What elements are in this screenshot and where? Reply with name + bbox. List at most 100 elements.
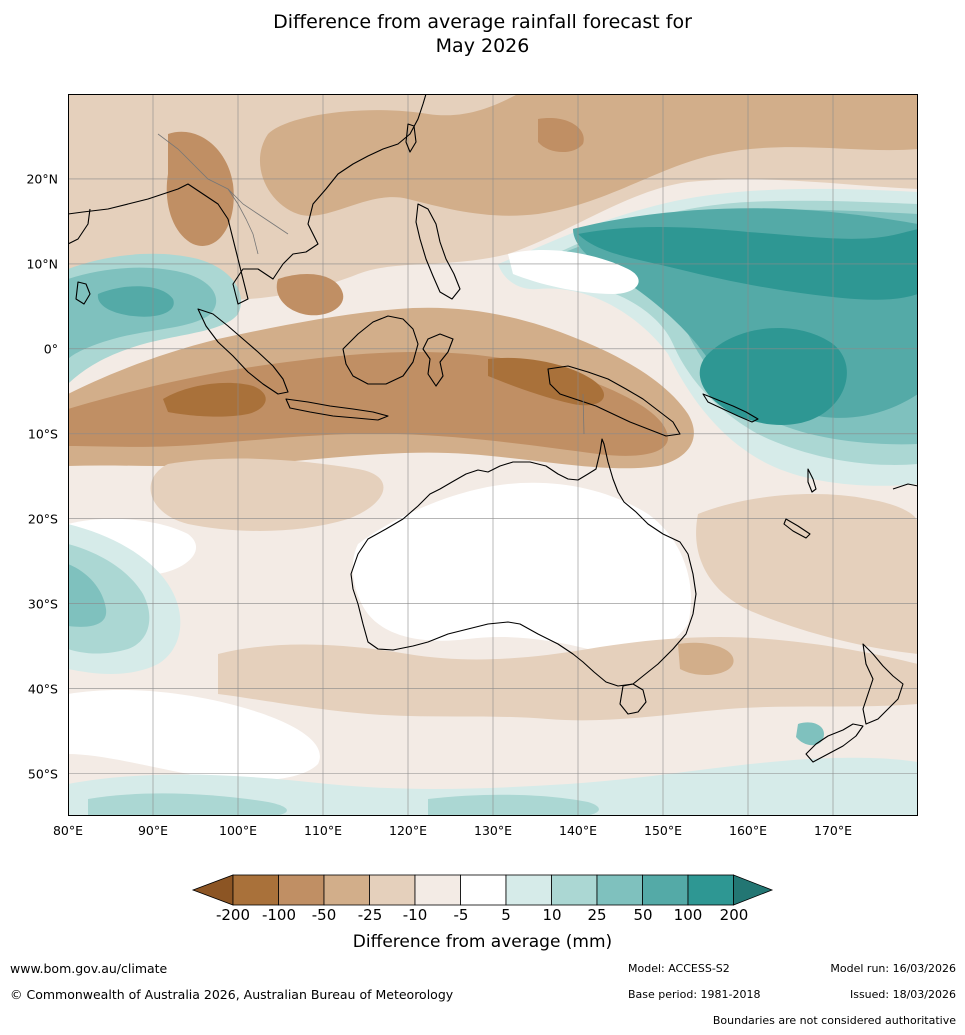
rain-deficit-maritime-5 [276, 274, 344, 316]
colorbar-tick-neg100: -100 [261, 906, 297, 924]
lon-label-150e: 150°E [643, 823, 683, 838]
colorbar-label: Difference from average (mm) [352, 932, 613, 952]
sri-lanka-coast [75, 281, 91, 305]
fiji-coast [892, 483, 918, 490]
map-title: Difference from average rainfall forecas… [0, 10, 965, 58]
lon-label-80e: 80°E [52, 823, 84, 838]
copyright-text: © Commonwealth of Australia 2026, Austra… [10, 987, 454, 1002]
lat-label-50s: 50°S [27, 766, 58, 782]
rain-surplus-south-west-3 [68, 564, 107, 627]
rain-deficit-east [696, 494, 918, 654]
rain-surplus-nz [796, 722, 824, 746]
colorbar-tick-100: 100 [673, 906, 703, 924]
border-se-asia-2 [227, 188, 259, 255]
rain-surplus-southern-ocean [68, 757, 918, 816]
lon-label-110e: 110°E [303, 823, 343, 838]
base-period: Base period: 1981-2018 [628, 988, 761, 1001]
colorbar-segment-50-25 [323, 874, 370, 906]
sumatra-coast [197, 308, 289, 395]
lon-label-140e: 140°E [558, 823, 598, 838]
model-run-date: Model run: 16/03/2026 [830, 962, 956, 975]
new-zealand-south-coast [805, 723, 864, 763]
rain-deficit-maritime-3 [163, 382, 266, 417]
colorbar-segment-100-200 [687, 874, 734, 906]
colorbar-tick-neg25: -25 [357, 906, 383, 924]
lon-label-170e: 170°E [813, 823, 853, 838]
border-png [582, 393, 585, 435]
rain-surplus-southern-ocean-2 [88, 793, 287, 816]
country-borders [157, 133, 585, 435]
title-line-1: Difference from average rainfall forecas… [273, 11, 692, 33]
taiwan-coast [405, 123, 417, 153]
colorbar-segment-50-100 [642, 874, 689, 906]
colorbar [190, 872, 775, 908]
colorbar-segment-gt-200 [733, 874, 774, 906]
colorbar-segment-25-50 [596, 874, 643, 906]
colorbar-tick-neg200: -200 [215, 906, 251, 924]
australia-coast [350, 438, 697, 687]
rain-surplus-southern-ocean-3 [428, 794, 599, 816]
colorbar-svg [191, 874, 774, 906]
coastlines [68, 94, 918, 763]
colorbar-tick-200: 200 [719, 906, 749, 924]
rain-surplus-indian-3 [97, 286, 174, 317]
colorbar-tick-5: 5 [501, 906, 511, 924]
rainfall-map [68, 94, 918, 816]
colorbar-tick-neg5: -5 [453, 906, 469, 924]
neutral-south-west-2 [68, 689, 320, 781]
website-link[interactable]: www.bom.gov.au/climate [10, 961, 168, 976]
neutral-equatorial [508, 249, 639, 294]
issued-date: Issued: 18/03/2026 [849, 988, 956, 1001]
colorbar-segment-lt-200 [191, 874, 234, 906]
colorbar-segment-10-25 [551, 874, 598, 906]
map-frame [68, 94, 918, 816]
colorbar-segment-25-10 [369, 874, 416, 906]
model-name: Model: ACCESS-S2 [628, 962, 730, 975]
rain-surplus-pacific-6 [699, 327, 847, 425]
solomon-islands-coast [702, 393, 759, 423]
colorbar-tick-neg50: -50 [311, 906, 337, 924]
philippines-coast [415, 203, 461, 300]
lat-label-20s: 20°S [27, 511, 58, 527]
lon-label-120e: 120°E [388, 823, 428, 838]
lon-label-160e: 160°E [728, 823, 768, 838]
map-canvas [68, 94, 918, 816]
java-coast [285, 398, 389, 421]
lat-label-40s: 40°S [27, 681, 58, 697]
boundaries-disclaimer: Boundaries are not considered authoritat… [712, 1014, 956, 1027]
colorbar-tick-10: 10 [542, 906, 562, 924]
colorbar-segment-10-5 [414, 874, 461, 906]
new-caledonia-coast [783, 518, 811, 539]
lon-label-130e: 130°E [473, 823, 513, 838]
rain-deficit-south-2 [150, 458, 384, 531]
colorbar-tick-25: 25 [587, 906, 607, 924]
lat-label-0: 0° [43, 341, 58, 357]
colorbar-segment-5-10 [505, 874, 552, 906]
lat-label-10n: 10°N [26, 256, 58, 272]
tasmania-coast [619, 683, 647, 715]
lon-label-100e: 100°E [218, 823, 258, 838]
lat-label-10s: 10°S [27, 426, 58, 442]
gridlines [68, 94, 918, 816]
colorbar-tick-50: 50 [633, 906, 653, 924]
india-coast [68, 208, 91, 245]
title-line-2: May 2026 [435, 35, 530, 57]
rain-deficit-north-2 [259, 94, 918, 216]
asia-coast [68, 94, 427, 305]
colorbar-tick-neg10: -10 [402, 906, 428, 924]
vanuatu-coast [807, 468, 817, 493]
rain-deficit-north-3 [166, 131, 234, 246]
rain-deficit-maritime-4 [488, 357, 604, 406]
colorbar-segment-200-100 [232, 874, 279, 906]
rain-deficit-north-4 [538, 118, 584, 153]
new-zealand-north-coast [862, 643, 904, 725]
lat-label-20n: 20°N [26, 171, 58, 187]
new-guinea-coast [547, 365, 681, 437]
colorbar-segment-100-50 [278, 874, 325, 906]
rain-deficit-south [218, 637, 918, 721]
sulawesi-coast [422, 333, 454, 387]
colorbar-segment-5-5 [460, 874, 507, 906]
lat-label-30s: 30°S [27, 596, 58, 612]
borneo-coast [342, 315, 419, 385]
lon-label-90e: 90°E [137, 823, 169, 838]
